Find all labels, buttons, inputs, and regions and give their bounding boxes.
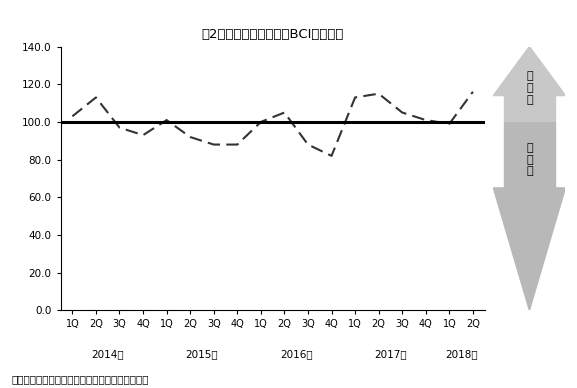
Text: （出所）マレーシア経済研究所の資料を基に作成: （出所）マレーシア経済研究所の資料を基に作成 <box>12 374 149 384</box>
Bar <box>504 122 554 188</box>
Text: 2016年: 2016年 <box>280 349 313 359</box>
Text: 2015年: 2015年 <box>186 349 218 359</box>
Polygon shape <box>493 188 565 310</box>
Text: 2017年: 2017年 <box>374 349 407 359</box>
Text: 2018年: 2018年 <box>445 349 477 359</box>
Title: 図2　企業景況感指数（BCI）の推移: 図2 企業景況感指数（BCI）の推移 <box>201 28 344 41</box>
Polygon shape <box>493 47 565 95</box>
Text: 楽
観
的: 楽 観 的 <box>526 71 533 105</box>
Text: 2014年: 2014年 <box>91 349 124 359</box>
Text: 悲
観
的: 悲 観 的 <box>526 143 533 176</box>
Bar <box>504 95 554 122</box>
